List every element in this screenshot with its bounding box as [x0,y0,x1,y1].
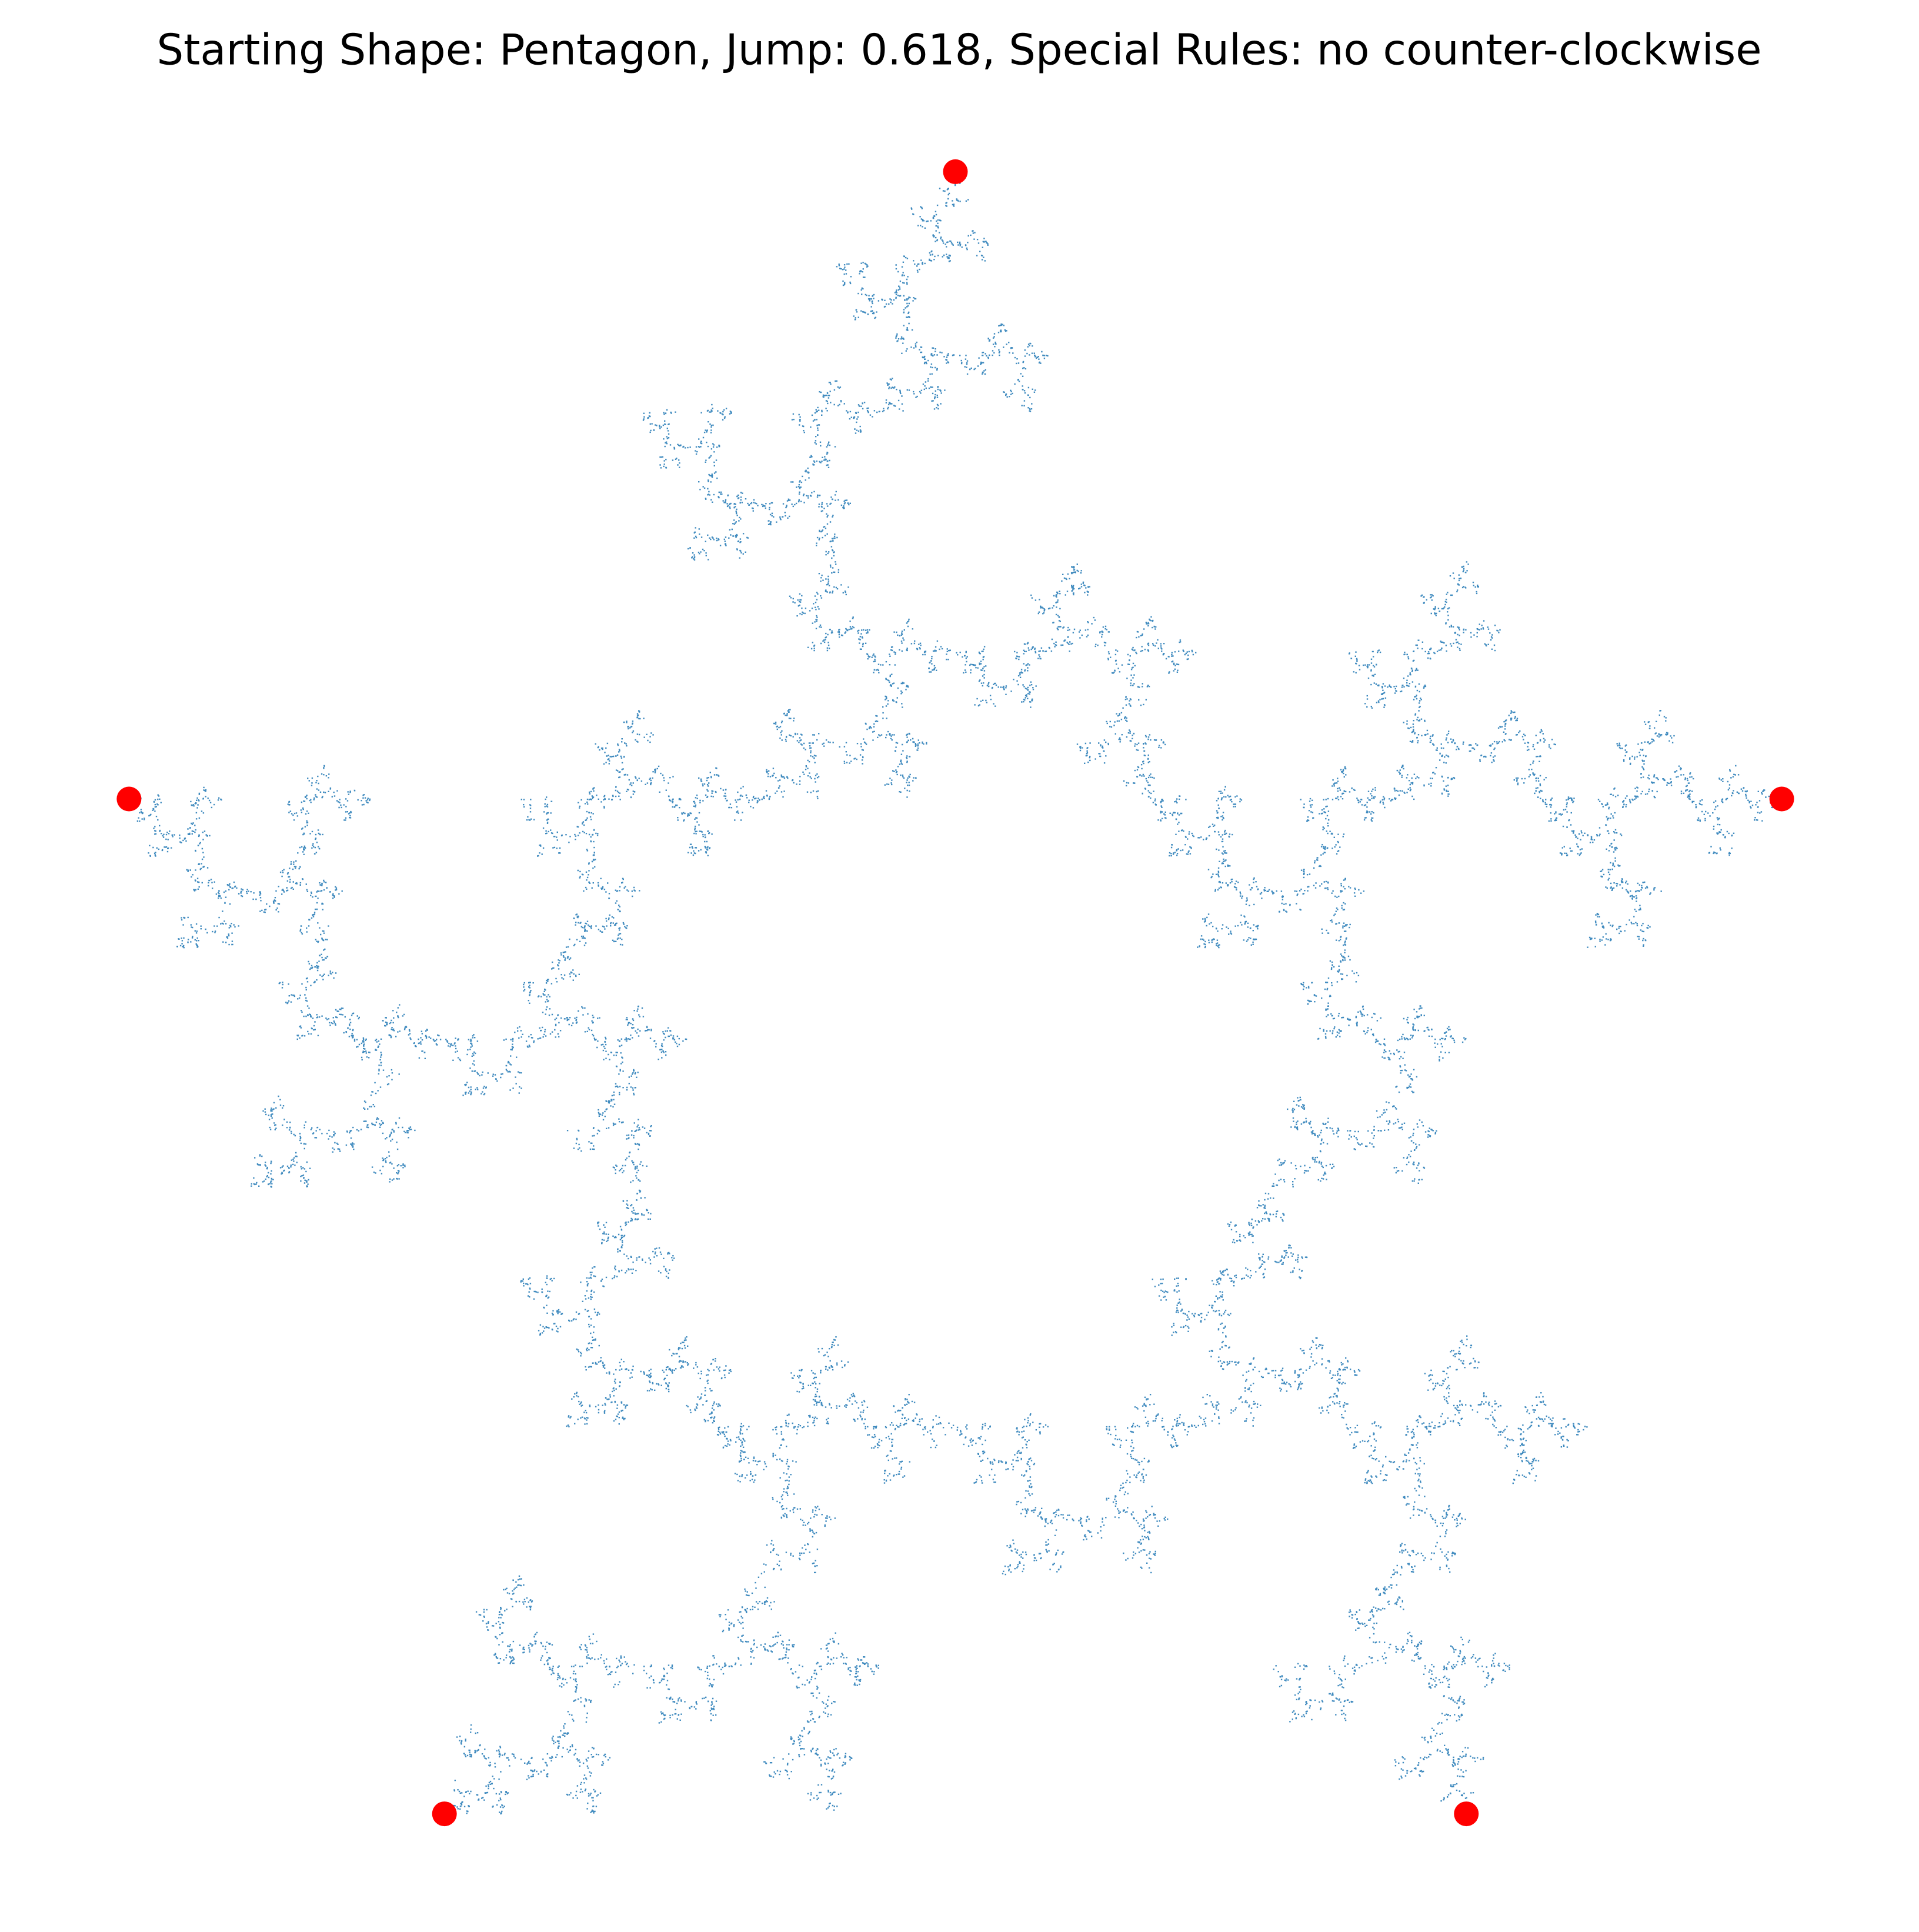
chart-title: Starting Shape: Pentagon, Jump: 0.618, S… [156,25,1761,75]
fractal-points [132,176,1782,1815]
vertex-point [432,1801,457,1827]
vertex-point [1454,1801,1479,1827]
vertex-point [116,786,142,812]
vertex-point [943,159,968,184]
vertex-point [1769,786,1794,812]
